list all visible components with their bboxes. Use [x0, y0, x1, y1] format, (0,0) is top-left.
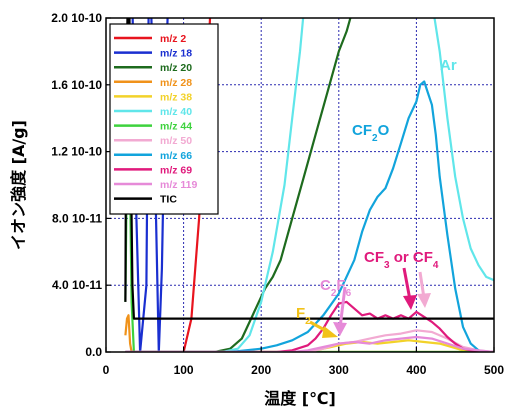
x-tick-label: 100: [174, 363, 194, 377]
legend-box: [109, 23, 219, 215]
y-tick-label: 0.0: [85, 345, 102, 359]
legend-label: m/z 38: [160, 91, 192, 103]
legend-label: m/z 28: [160, 77, 192, 89]
legend: m/z 2 m/z 18 m/z 20 m/z 28 m/z 38 m/z 40 m/z 4…: [109, 23, 219, 215]
legend-label: m/z 50: [160, 135, 192, 147]
legend-label: m/z 66: [160, 150, 192, 162]
legend-label: m/z 40: [160, 106, 192, 118]
series-line-5: [125, 18, 494, 352]
y-tick-label: 2.0 10-10: [51, 11, 102, 25]
y-tick-label: 4.0 10-11: [52, 278, 102, 292]
legend-label: TIC: [160, 194, 177, 206]
y-axis-ticks: 0.0 4.0 10-11 8.0 10-11 1.2 10-10 1.6 10-10 2…: [51, 11, 111, 359]
legend-label: m/z 119: [160, 179, 198, 191]
y-tick-label: 1.2 10-10: [51, 145, 102, 159]
x-axis-ticks: 0 100 200 300 400 500: [103, 347, 504, 377]
annotation-cf2o: CF2O: [352, 122, 390, 144]
c2f6-arrowhead: [333, 322, 347, 336]
annotation-ar: Ar: [440, 57, 457, 74]
plot-frame: [105, 17, 495, 353]
y-tick-label: 8.0 10-11: [52, 211, 102, 225]
series-line-8: [125, 80, 494, 352]
series-line-2: [183, 18, 352, 352]
legend-label: m/z 44: [160, 121, 192, 133]
legend-label: m/z 2: [160, 33, 186, 45]
annotation-arrows: [309, 267, 431, 338]
legend-label: m/z 69: [160, 164, 192, 176]
c2f6-arrow: [338, 286, 347, 329]
legend-label: m/z 18: [160, 48, 192, 60]
series-line-7: [125, 329, 494, 352]
series-line-10: [125, 335, 494, 352]
series-line-3: [124, 314, 494, 352]
x-tick-label: 500: [484, 363, 504, 377]
x-axis-title: 温度 [℃]: [263, 389, 336, 408]
x-tick-label: 200: [251, 363, 271, 377]
x-tick-label: 300: [329, 363, 349, 377]
x-tick-label: 0: [103, 363, 110, 377]
f2-arrowhead: [322, 326, 338, 338]
annotation-f2: F2: [296, 305, 311, 327]
cf4-arrowhead: [417, 293, 431, 308]
x-tick-label: 400: [406, 363, 426, 377]
series-line-9: [125, 300, 494, 352]
annotation-c2f6: C2F6: [320, 277, 352, 299]
legend-label: m/z 20: [160, 62, 192, 74]
annotation-cf3-cf4: CF3 or CF4: [364, 249, 439, 271]
y-axis-title: イオン強度 [A/g]: [9, 120, 28, 250]
cf3-arrowhead: [403, 295, 417, 310]
y-tick-label: 1.6 10-10: [51, 78, 102, 92]
cf3-arrow: [402, 267, 412, 301]
